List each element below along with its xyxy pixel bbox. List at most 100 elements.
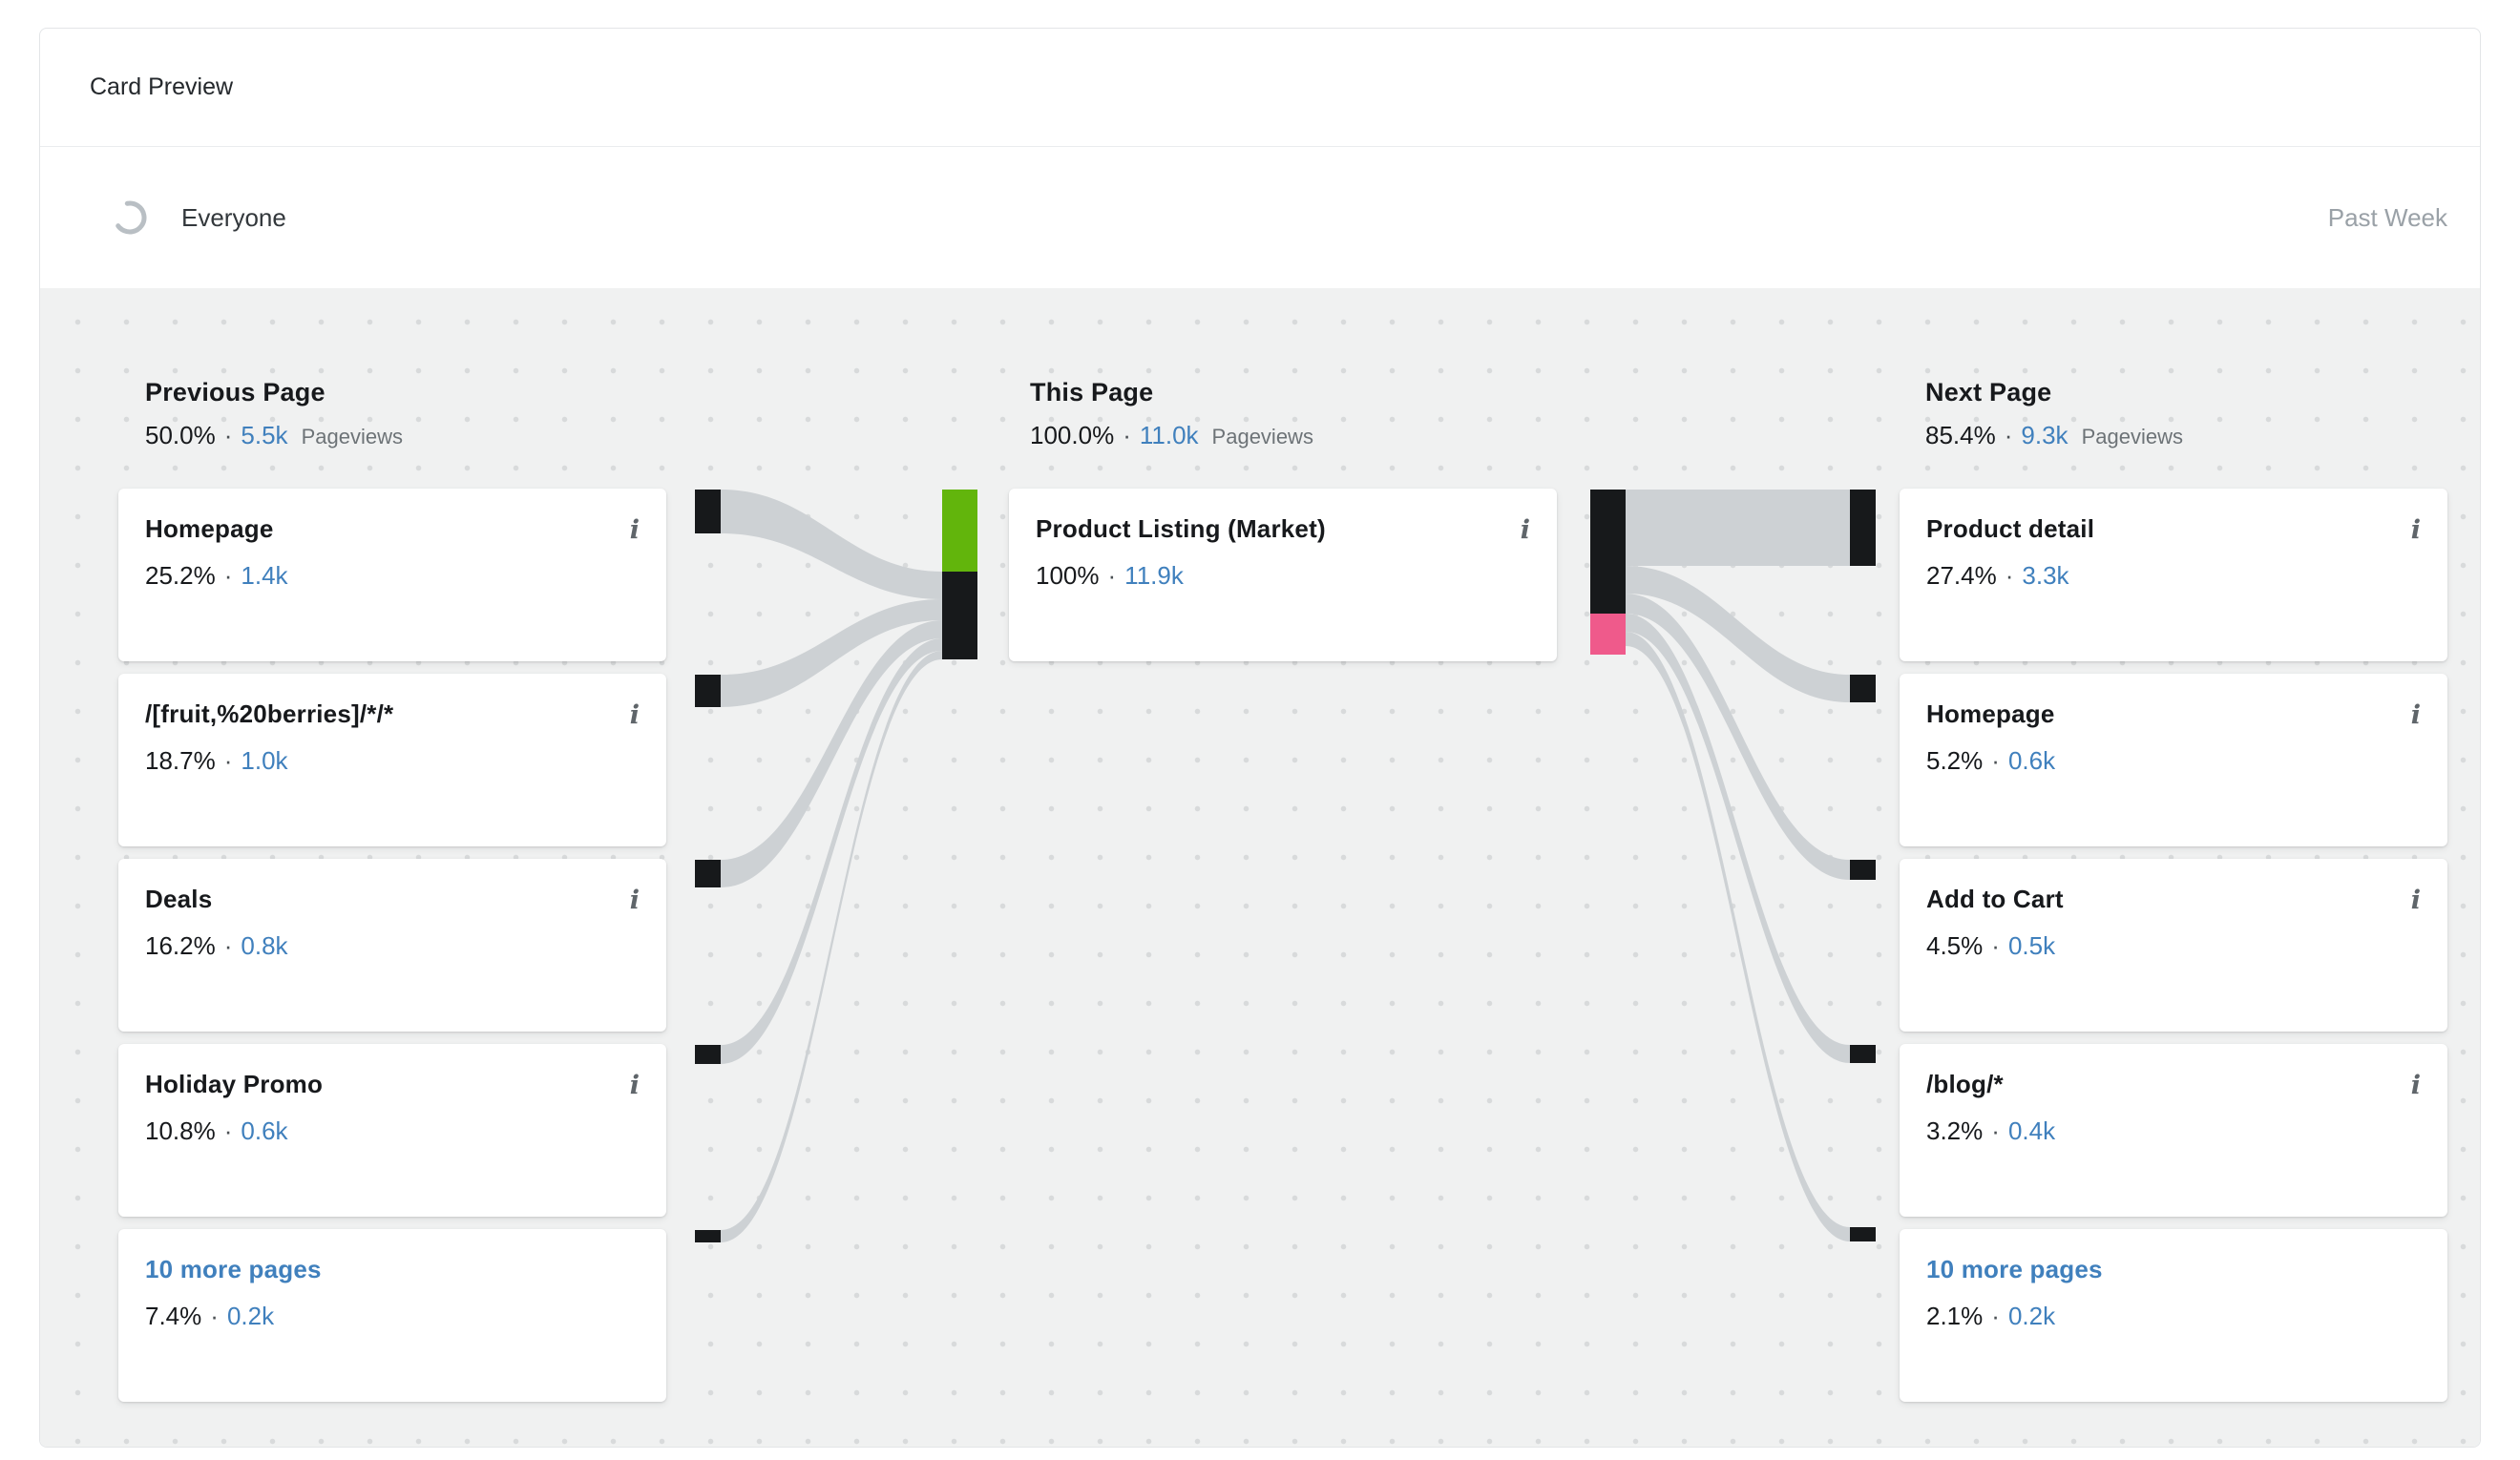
- page-card-prev-deals[interactable]: Deals i 16.2% · 0.8k: [118, 859, 666, 1032]
- page-card-count: 0.2k: [2007, 1302, 2056, 1330]
- column-header-next: Next Page 85.4% · 9.3k Pageviews: [1925, 378, 2183, 450]
- page-card-stats: 25.2% · 1.4k: [145, 561, 640, 591]
- ribbon-thispage-to-addtocart: [1626, 594, 1850, 880]
- page-card-percent: 5.2%: [1926, 746, 1984, 775]
- node-next-productdetail[interactable]: [1850, 490, 1876, 566]
- page-card-next-blog[interactable]: /blog/* i 3.2% · 0.4k: [1900, 1044, 2447, 1217]
- page-card-count: 0.4k: [2007, 1116, 2056, 1145]
- dot-separator: ·: [1107, 561, 1117, 590]
- column-stats: 50.0% · 5.5k Pageviews: [145, 421, 403, 450]
- page-card-stats: 18.7% · 1.0k: [145, 746, 640, 776]
- ribbon-deals-to-thispage: [721, 620, 942, 887]
- page-card-percent: 4.5%: [1926, 931, 1984, 960]
- info-icon[interactable]: i: [1520, 515, 1530, 545]
- page-card-count: 3.3k: [2022, 561, 2069, 590]
- info-icon[interactable]: i: [629, 700, 640, 730]
- dot-separator: ·: [210, 1302, 219, 1330]
- page-card-percent: 2.1%: [1926, 1302, 1984, 1330]
- ribbon-thispage-to-more: [1626, 632, 1850, 1241]
- info-icon[interactable]: i: [2410, 515, 2421, 545]
- column-percent: 50.0%: [145, 421, 216, 449]
- ribbon-fruit-to-thispage: [721, 599, 942, 707]
- sankey-target-nodes: [1850, 490, 1876, 1241]
- page-card-percent: 18.7%: [145, 746, 216, 775]
- page-card-stats: 100% · 11.9k: [1036, 561, 1530, 591]
- dot-separator: ·: [223, 561, 233, 590]
- dot-separator: ·: [2005, 561, 2014, 590]
- node-prev-holiday[interactable]: [695, 1045, 721, 1064]
- node-next-homepage[interactable]: [1850, 675, 1876, 702]
- dot-separator: ·: [223, 931, 233, 960]
- page-card-count: 11.9k: [1124, 561, 1184, 590]
- node-next-addtocart[interactable]: [1850, 860, 1876, 880]
- card-toolbar: Everyone Past Week: [40, 147, 2480, 288]
- page-card-next-addtocart[interactable]: Add to Cart i 4.5% · 0.5k: [1900, 859, 2447, 1032]
- page-card-next-more[interactable]: 10 more pages 2.1% · 0.2k: [1900, 1229, 2447, 1402]
- column-header-previous: Previous Page 50.0% · 5.5k Pageviews: [145, 378, 403, 450]
- page-card-title: Add to Cart: [1926, 885, 2064, 913]
- segment-label: Everyone: [181, 202, 286, 232]
- info-icon[interactable]: i: [2410, 1071, 2421, 1100]
- more-pages-link[interactable]: 10 more pages: [1926, 1255, 2103, 1283]
- page-card-title: Product Listing (Market): [1036, 514, 1326, 543]
- central-right-node-segment[interactable]: [1590, 490, 1626, 614]
- page-card-prev-homepage[interactable]: Homepage i 25.2% · 1.4k: [118, 489, 666, 661]
- sankey-ribbons-left: [721, 490, 942, 1242]
- info-icon[interactable]: i: [629, 515, 640, 545]
- sankey-central-left-node: [942, 490, 977, 659]
- dot-separator: ·: [223, 421, 233, 449]
- node-prev-fruit[interactable]: [695, 675, 721, 707]
- card-title-row: Card Preview: [40, 29, 2480, 147]
- column-title: This Page: [1030, 378, 1154, 407]
- exit-node-segment[interactable]: [1590, 614, 1626, 655]
- page-card-count: 0.5k: [2007, 931, 2056, 960]
- column-count: 5.5k: [241, 421, 288, 449]
- ribbon-thispage-to-homepage: [1626, 566, 1850, 702]
- column-percent: 100.0%: [1030, 421, 1115, 449]
- page-card-count: 0.8k: [241, 931, 288, 960]
- page-card-count: 0.2k: [226, 1302, 275, 1330]
- central-left-node-segment[interactable]: [942, 572, 977, 659]
- info-icon[interactable]: i: [629, 886, 640, 915]
- entry-node-segment[interactable]: [942, 490, 977, 572]
- page-card-next-productdetail[interactable]: Product detail i 27.4% · 3.3k: [1900, 489, 2447, 661]
- page-card-stats: 4.5% · 0.5k: [1926, 931, 2421, 961]
- column-count: 9.3k: [2021, 421, 2068, 449]
- info-icon[interactable]: i: [2410, 886, 2421, 915]
- page-card-stats: 16.2% · 0.8k: [145, 931, 640, 961]
- page-card-stats: 10.8% · 0.6k: [145, 1116, 640, 1146]
- sankey-diagram: [695, 490, 1876, 1242]
- ribbon-thispage-to-productdetail: [1626, 490, 1850, 566]
- page-card-percent: 7.4%: [145, 1302, 202, 1330]
- page-card-percent: 25.2%: [145, 561, 216, 590]
- info-icon[interactable]: i: [629, 1071, 640, 1100]
- dot-separator: ·: [1991, 1116, 2000, 1145]
- node-prev-homepage[interactable]: [695, 490, 721, 533]
- page-card-next-homepage[interactable]: Homepage i 5.2% · 0.6k: [1900, 674, 2447, 846]
- more-pages-link[interactable]: 10 more pages: [145, 1255, 322, 1283]
- page-card-title: /[fruit,%20berries]/*/*: [145, 699, 394, 728]
- page-card-percent: 27.4%: [1926, 561, 1997, 590]
- dot-separator: ·: [2004, 421, 2013, 449]
- node-next-more[interactable]: [1850, 1227, 1876, 1241]
- node-prev-deals[interactable]: [695, 860, 721, 887]
- page-card-title: Homepage: [1926, 699, 2055, 728]
- page-card-title: /blog/*: [1926, 1070, 2004, 1098]
- page-card-count: 0.6k: [2007, 746, 2056, 775]
- page-card-percent: 16.2%: [145, 931, 216, 960]
- page-card-count: 0.6k: [241, 1116, 288, 1145]
- column-percent: 85.4%: [1925, 421, 1996, 449]
- info-icon[interactable]: i: [2410, 700, 2421, 730]
- page-card-prev-more[interactable]: 10 more pages 7.4% · 0.2k: [118, 1229, 666, 1402]
- dot-separator: ·: [1991, 1302, 2000, 1330]
- page-card-title: Holiday Promo: [145, 1070, 324, 1098]
- node-prev-more[interactable]: [695, 1230, 721, 1242]
- page-card-prev-fruit[interactable]: /[fruit,%20berries]/*/* i 18.7% · 1.0k: [118, 674, 666, 846]
- ribbon-homepage-to-thispage: [721, 490, 942, 599]
- node-next-blog[interactable]: [1850, 1045, 1876, 1063]
- card-preview-panel: Card Preview Everyone Past Week: [39, 28, 2481, 1448]
- dot-separator: ·: [223, 746, 233, 775]
- page-card-current[interactable]: Product Listing (Market) i 100% · 11.9k: [1009, 489, 1557, 661]
- page-card-prev-holiday[interactable]: Holiday Promo i 10.8% · 0.6k: [118, 1044, 666, 1217]
